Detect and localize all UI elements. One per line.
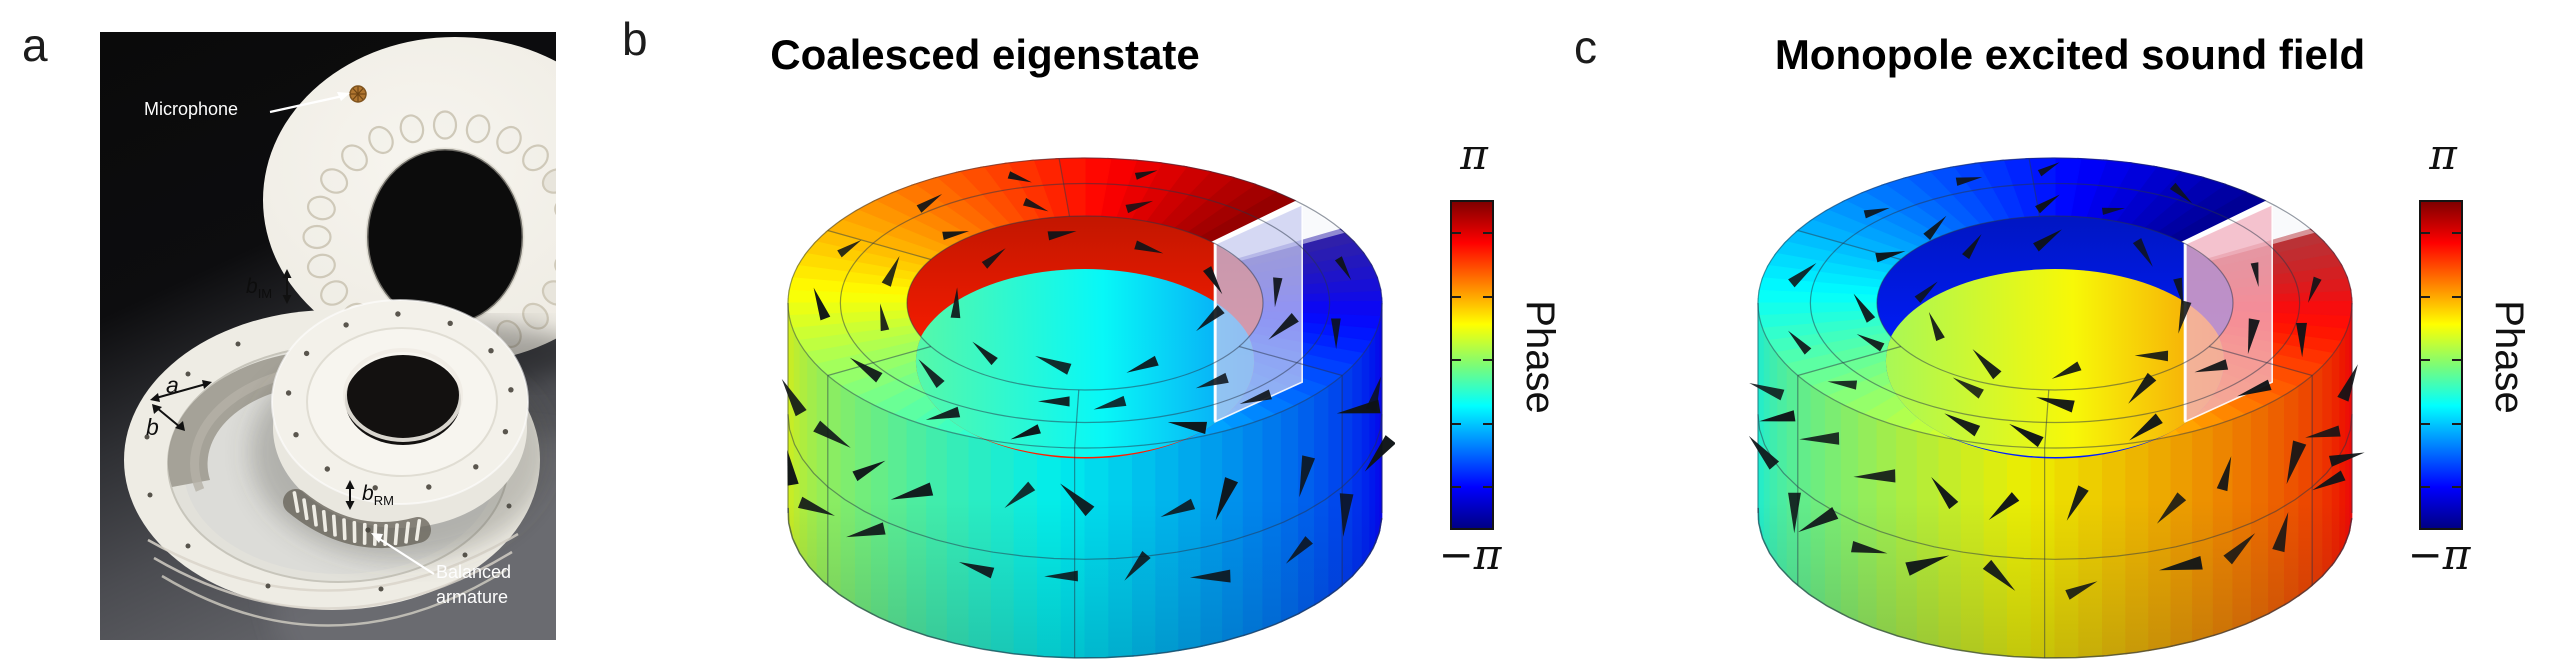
colorbar-tick	[2452, 486, 2461, 489]
colorbar-c-min-tick-label: −π	[2407, 530, 2471, 579]
microphone-dot	[349, 85, 367, 103]
colorbar-tick	[2452, 295, 2461, 298]
colorbar-c-gradient	[2419, 200, 2463, 530]
colorbar-c-max-tick-label: π	[2429, 130, 2457, 179]
colorbar-tick	[1452, 231, 1461, 234]
microphone-arrow	[269, 92, 350, 114]
panel-c-title: Monopole excited sound field	[1774, 31, 2366, 78]
colorbar-tick	[2421, 231, 2430, 234]
inner-cylinder	[250, 299, 550, 560]
b-dim-label: b	[146, 414, 159, 440]
lid-ring	[263, 37, 556, 364]
panel-b-label: b	[622, 13, 648, 65]
annotation-arrows	[150, 92, 435, 575]
colorbar-tick	[1483, 359, 1492, 362]
hole-interior	[907, 216, 1263, 459]
colorbar-tick	[1483, 486, 1492, 489]
mesh-lines	[787, 157, 1383, 659]
colorbar-b-min-tick-label: −π	[1438, 530, 1502, 579]
colorbar-c: π −π Phase	[2408, 128, 2549, 608]
colorbar-tick	[1483, 422, 1492, 425]
colorbar-tick	[1483, 295, 1492, 298]
colorbar-tick	[2421, 359, 2430, 362]
colorbar-tick	[2452, 422, 2461, 425]
phase-torus-plot-c	[1748, 157, 2365, 659]
panel-a-label: a	[22, 19, 48, 71]
colorbar-tick	[1452, 422, 1461, 425]
colorbar-b: π −π Phase	[1439, 128, 1678, 608]
device-photo: Microphone bIM a b bRM Balanced armature	[100, 32, 556, 640]
colorbar-tick	[2421, 486, 2430, 489]
colorbar-c-axis-label: Phase	[2487, 300, 2531, 414]
phase-torus-plot-b	[781, 157, 1395, 659]
colorbar-b-gradient	[1450, 200, 1494, 530]
a-dim-label: a	[166, 372, 179, 398]
panel-a: a	[0, 0, 620, 666]
microphone-label: Microphone	[144, 99, 239, 119]
flux-cones	[781, 170, 1395, 583]
balanced-armature-label: Balanced armature	[436, 562, 512, 607]
b-im-label: bIM	[246, 275, 273, 301]
flux-cones	[1748, 162, 2365, 600]
panel-c-label: c	[1574, 21, 1597, 73]
b-arrow	[152, 404, 185, 431]
colorbar-tick	[1483, 231, 1492, 234]
colorbar-tick	[2421, 295, 2430, 298]
colorbar-b-axis-label: Phase	[1518, 300, 1562, 414]
mesh-lines	[1757, 157, 2353, 659]
colorbar-tick	[2452, 359, 2461, 362]
panel-b: b Coalesced eigenstate π −π Phase	[620, 0, 1562, 666]
b-rm-label: bRM	[362, 482, 394, 508]
balanced-armature-arrow	[365, 527, 435, 575]
colorbar-tick	[1452, 295, 1461, 298]
a-arrow	[150, 380, 212, 402]
colorbar-tick	[2421, 422, 2430, 425]
colorbar-tick	[1452, 486, 1461, 489]
colorbar-b-max-tick-label: π	[1460, 130, 1488, 179]
panel-c: c Monopole excited sound field π −π Phas…	[1560, 0, 2549, 666]
colorbar-tick	[1452, 359, 1461, 362]
device-photo-art	[100, 32, 556, 640]
b-rm-arrow	[345, 480, 355, 510]
panel-b-title: Coalesced eigenstate	[770, 31, 1200, 78]
colorbar-tick	[2452, 231, 2461, 234]
